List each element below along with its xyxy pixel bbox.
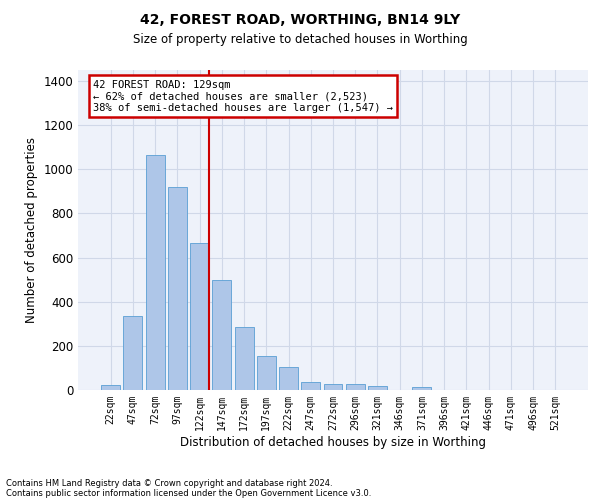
Bar [124,316,142,390]
Bar [146,155,164,390]
Text: 42, FOREST ROAD, WORTHING, BN14 9LY: 42, FOREST ROAD, WORTHING, BN14 9LY [140,12,460,26]
Bar [368,386,387,390]
Bar [168,187,187,390]
Bar [235,327,254,390]
X-axis label: Distribution of detached houses by size in Worthing: Distribution of detached houses by size … [180,436,486,448]
Bar [279,367,298,390]
Bar [346,384,365,390]
Text: 42 FOREST ROAD: 129sqm
← 62% of detached houses are smaller (2,523)
38% of semi-: 42 FOREST ROAD: 129sqm ← 62% of detached… [94,80,394,113]
Bar [101,385,120,390]
Text: Size of property relative to detached houses in Worthing: Size of property relative to detached ho… [133,32,467,46]
Text: Contains HM Land Registry data © Crown copyright and database right 2024.: Contains HM Land Registry data © Crown c… [6,478,332,488]
Bar [412,387,431,390]
Bar [212,280,231,390]
Bar [301,382,320,390]
Bar [323,384,343,390]
Bar [257,356,276,390]
Y-axis label: Number of detached properties: Number of detached properties [25,137,38,323]
Bar [190,243,209,390]
Text: Contains public sector information licensed under the Open Government Licence v3: Contains public sector information licen… [6,488,371,498]
